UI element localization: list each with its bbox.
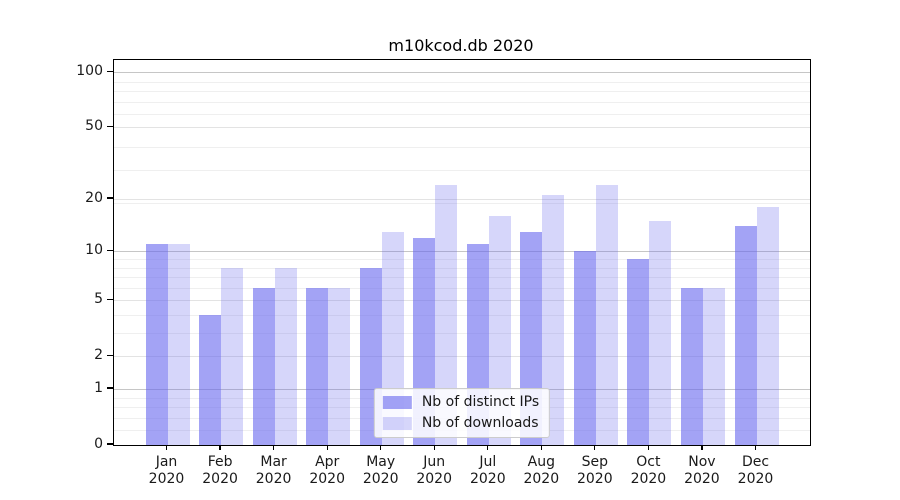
y-tick-mark <box>107 249 113 251</box>
x-tick-mark <box>326 445 328 451</box>
y-tick-mark <box>107 197 113 199</box>
legend-label: Nb of downloads <box>421 415 539 431</box>
y-tick-label: 50 <box>85 118 103 135</box>
y-tick-label: 20 <box>85 190 103 207</box>
x-tick-label: Feb 2020 <box>202 454 238 487</box>
minor-gridline <box>114 91 810 92</box>
bar-distinct-ips <box>627 259 650 445</box>
gridline <box>114 300 810 302</box>
legend-item: Nb of downloads <box>382 415 539 431</box>
x-tick-label: Oct 2020 <box>630 454 667 487</box>
x-tick-mark <box>165 445 168 451</box>
legend-item: Nb of distinct IPs <box>382 394 540 410</box>
legend-label: Nb of distinct IPs <box>421 394 540 410</box>
x-tick-label: Jul 2020 <box>469 454 506 487</box>
x-tick-mark <box>219 445 221 451</box>
bar-downloads <box>328 287 351 445</box>
bar-downloads <box>756 207 779 445</box>
x-tick-label: Apr 2020 <box>309 454 345 487</box>
bar-downloads <box>221 267 244 445</box>
x-tick-mark <box>647 445 650 451</box>
legend-swatch-downloads <box>382 416 412 430</box>
bar-distinct-ips <box>680 287 703 445</box>
bar-downloads <box>542 195 565 445</box>
minor-gridline <box>114 114 810 116</box>
minor-gridline <box>114 170 810 172</box>
legend-swatch-distinct-ips <box>382 395 412 409</box>
bar-distinct-ips <box>734 226 757 445</box>
y-tick-mark <box>107 125 113 128</box>
y-tick-label: 5 <box>94 291 103 308</box>
y-tick-mark <box>107 443 113 445</box>
y-tick-label: 100 <box>76 63 103 80</box>
y-tick-label: 2 <box>94 347 103 364</box>
y-tick-mark <box>107 354 113 356</box>
x-tick-label: Sep 2020 <box>576 454 613 487</box>
legend: Nb of distinct IPs Nb of downloads <box>373 388 551 438</box>
x-tick-mark <box>433 445 435 451</box>
minor-gridline <box>114 287 810 289</box>
minor-gridline <box>114 277 810 278</box>
y-tick-mark <box>107 387 113 389</box>
major-gridline <box>114 72 810 74</box>
bar-downloads <box>274 267 297 445</box>
x-tick-mark <box>540 445 542 451</box>
bar-downloads <box>649 221 672 445</box>
bar-downloads <box>702 287 725 445</box>
x-tick-label: May 2020 <box>362 454 399 487</box>
y-tick-label: 0 <box>94 436 103 452</box>
x-tick-label: Jun 2020 <box>416 454 452 487</box>
gridline <box>114 356 810 358</box>
x-tick-label: Nov 2020 <box>684 454 720 487</box>
x-tick-mark <box>487 445 489 451</box>
minor-gridline <box>114 315 810 316</box>
x-tick-mark <box>594 445 596 451</box>
y-tick-mark <box>107 70 113 72</box>
bar-distinct-ips <box>252 287 275 445</box>
major-gridline <box>114 251 810 253</box>
bar-distinct-ips <box>306 287 329 445</box>
x-tick-label: Aug 2020 <box>523 454 560 487</box>
x-tick-mark <box>380 445 382 451</box>
minor-gridline <box>114 267 810 269</box>
bar-downloads <box>488 216 511 445</box>
bar-distinct-ips <box>199 315 222 445</box>
x-tick-mark <box>754 445 757 451</box>
x-tick-label: Dec 2020 <box>737 454 774 487</box>
minor-gridline <box>114 203 810 204</box>
bar-downloads <box>435 185 458 445</box>
bar-downloads <box>595 185 618 445</box>
bar-distinct-ips <box>145 244 168 445</box>
x-tick-mark <box>701 445 703 451</box>
minor-gridline <box>114 259 810 260</box>
minor-gridline <box>114 147 810 148</box>
minor-gridline <box>114 333 810 334</box>
minor-gridline <box>114 81 810 83</box>
gridline <box>114 199 810 201</box>
plot-area: Nb of distinct IPs Nb of downloads <box>113 59 811 446</box>
chart-title: m10kcod.db 2020 <box>388 36 534 55</box>
bar-distinct-ips <box>573 251 596 445</box>
x-tick-label: Mar 2020 <box>255 454 292 487</box>
y-tick-label: 1 <box>94 380 103 396</box>
y-tick-label: 10 <box>85 242 103 259</box>
minor-gridline <box>114 101 810 103</box>
x-tick-label: Jan 2020 <box>148 454 185 487</box>
x-tick-mark <box>272 445 275 451</box>
y-tick-mark <box>107 298 113 300</box>
gridline <box>114 127 810 129</box>
bar-downloads <box>167 244 190 445</box>
